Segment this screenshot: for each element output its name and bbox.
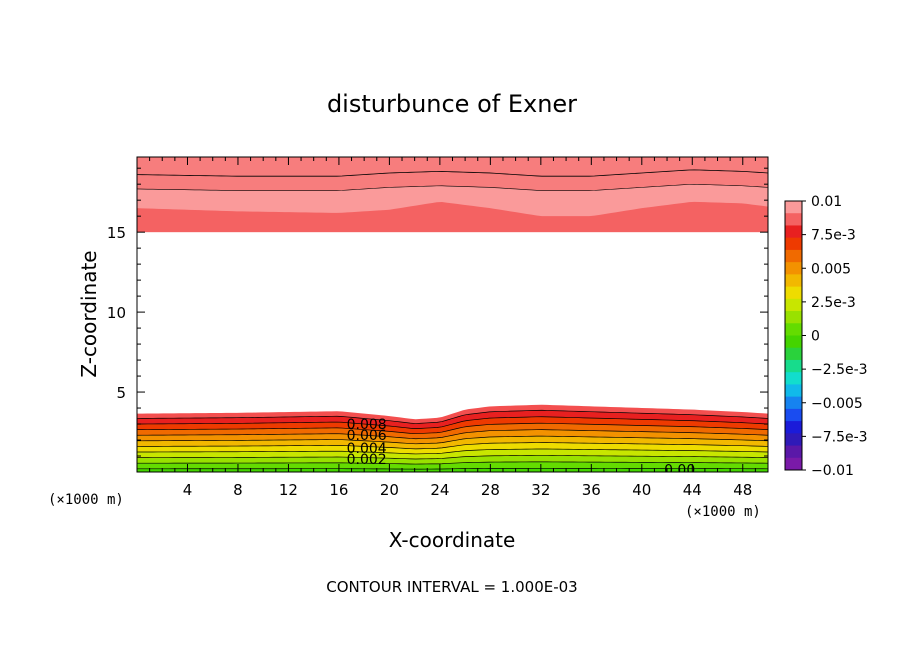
x-tick-label: 20: [380, 481, 399, 499]
x-tick-label: 32: [531, 481, 550, 499]
x-axis-label: X-coordinate: [389, 528, 516, 552]
colorbar-swatch: [785, 421, 802, 434]
colorbar-swatch: [785, 396, 802, 410]
colorbar-label: −0.005: [811, 396, 863, 412]
x-tick-label: 40: [632, 481, 651, 499]
colorbar-swatch: [785, 274, 802, 288]
upper-contour-line: [137, 169, 768, 177]
y-axis-label: Z-coordinate: [77, 250, 101, 377]
contour-label: 0.006: [347, 428, 387, 444]
colorbar-label: 0: [811, 329, 820, 345]
colorbar-swatch: [785, 372, 802, 385]
y-tick-label: 5: [116, 384, 126, 402]
colorbar: 0.01 7.5e-3 0.005 2.5e-3 0 −2.5e-3 −0.005 −7.5e…: [784, 194, 868, 479]
colorbar-label: 0.01: [811, 194, 842, 210]
colorbar-swatch: [785, 457, 802, 471]
colorbar-swatch: [785, 323, 802, 336]
x-tick-label: 8: [233, 481, 243, 499]
colorbar-swatch: [785, 433, 802, 447]
colorbar-swatch: [785, 225, 802, 239]
x-tick-label: 48: [733, 481, 752, 499]
colorbar-swatch: [785, 335, 802, 349]
colorbar-swatch: [785, 298, 802, 312]
colorbar-label: −2.5e-3: [811, 362, 868, 378]
colorbar-swatch: [785, 213, 802, 226]
colorbar-swatch: [785, 445, 802, 459]
lower-contour-line: [137, 448, 768, 455]
contour-label: 0.004: [347, 441, 387, 457]
lower-contour-line: [137, 455, 768, 460]
y-tick-label: 10: [107, 304, 126, 322]
x-unit-left: (×1000 m): [48, 492, 124, 508]
colorbar-label: −0.01: [811, 463, 854, 479]
colorbar-swatch: [785, 237, 802, 251]
colorbar-label: 0.005: [811, 261, 851, 277]
upper-contour-line: [137, 183, 768, 191]
y-tick-label: 15: [107, 224, 126, 242]
colorbar-label: −7.5e-3: [811, 429, 868, 445]
x-tick-label: 12: [279, 481, 298, 499]
colorbar-swatch: [785, 311, 802, 324]
lower-contour-line: [137, 429, 768, 440]
x-unit-right: (×1000 m): [685, 504, 761, 520]
contour-label: 0.008: [347, 417, 387, 433]
contour-interval-note: CONTOUR INTERVAL = 1.000E-03: [326, 578, 577, 596]
colorbar-swatch: [785, 384, 802, 398]
x-tick-label: 44: [683, 481, 702, 499]
colorbar-swatch: [785, 408, 802, 422]
upper-band-mid: [137, 157, 768, 191]
lower-contour-line: [137, 442, 768, 450]
lower-contour-line: [137, 416, 768, 429]
upper-band-low: [137, 184, 768, 217]
x-tick-label: 24: [430, 481, 449, 499]
x-tick-label: 28: [481, 481, 500, 499]
colorbar-label: 2.5e-3: [811, 295, 856, 311]
x-tick-label: 4: [183, 481, 193, 499]
lower-contour-line: [137, 409, 768, 424]
colorbar-swatch: [785, 359, 802, 373]
lower-contour-line: [137, 461, 768, 465]
colorbar-label: 7.5e-3: [811, 228, 856, 244]
colorbar-swatch: [785, 249, 802, 263]
chart-title: disturbunce of Exner: [327, 90, 577, 118]
x-tick-label: 16: [329, 481, 348, 499]
contour-label: 0.00: [664, 463, 695, 479]
colorbar-swatch: [785, 201, 802, 214]
colorbar-swatch: [785, 262, 802, 275]
colorbar-swatch: [785, 286, 802, 300]
lower-contour-line: [137, 435, 768, 445]
contour-label: 0.002: [347, 452, 387, 468]
lower-contour-line: [137, 422, 768, 435]
x-tick-label: 36: [582, 481, 601, 499]
colorbar-swatch: [785, 347, 802, 361]
